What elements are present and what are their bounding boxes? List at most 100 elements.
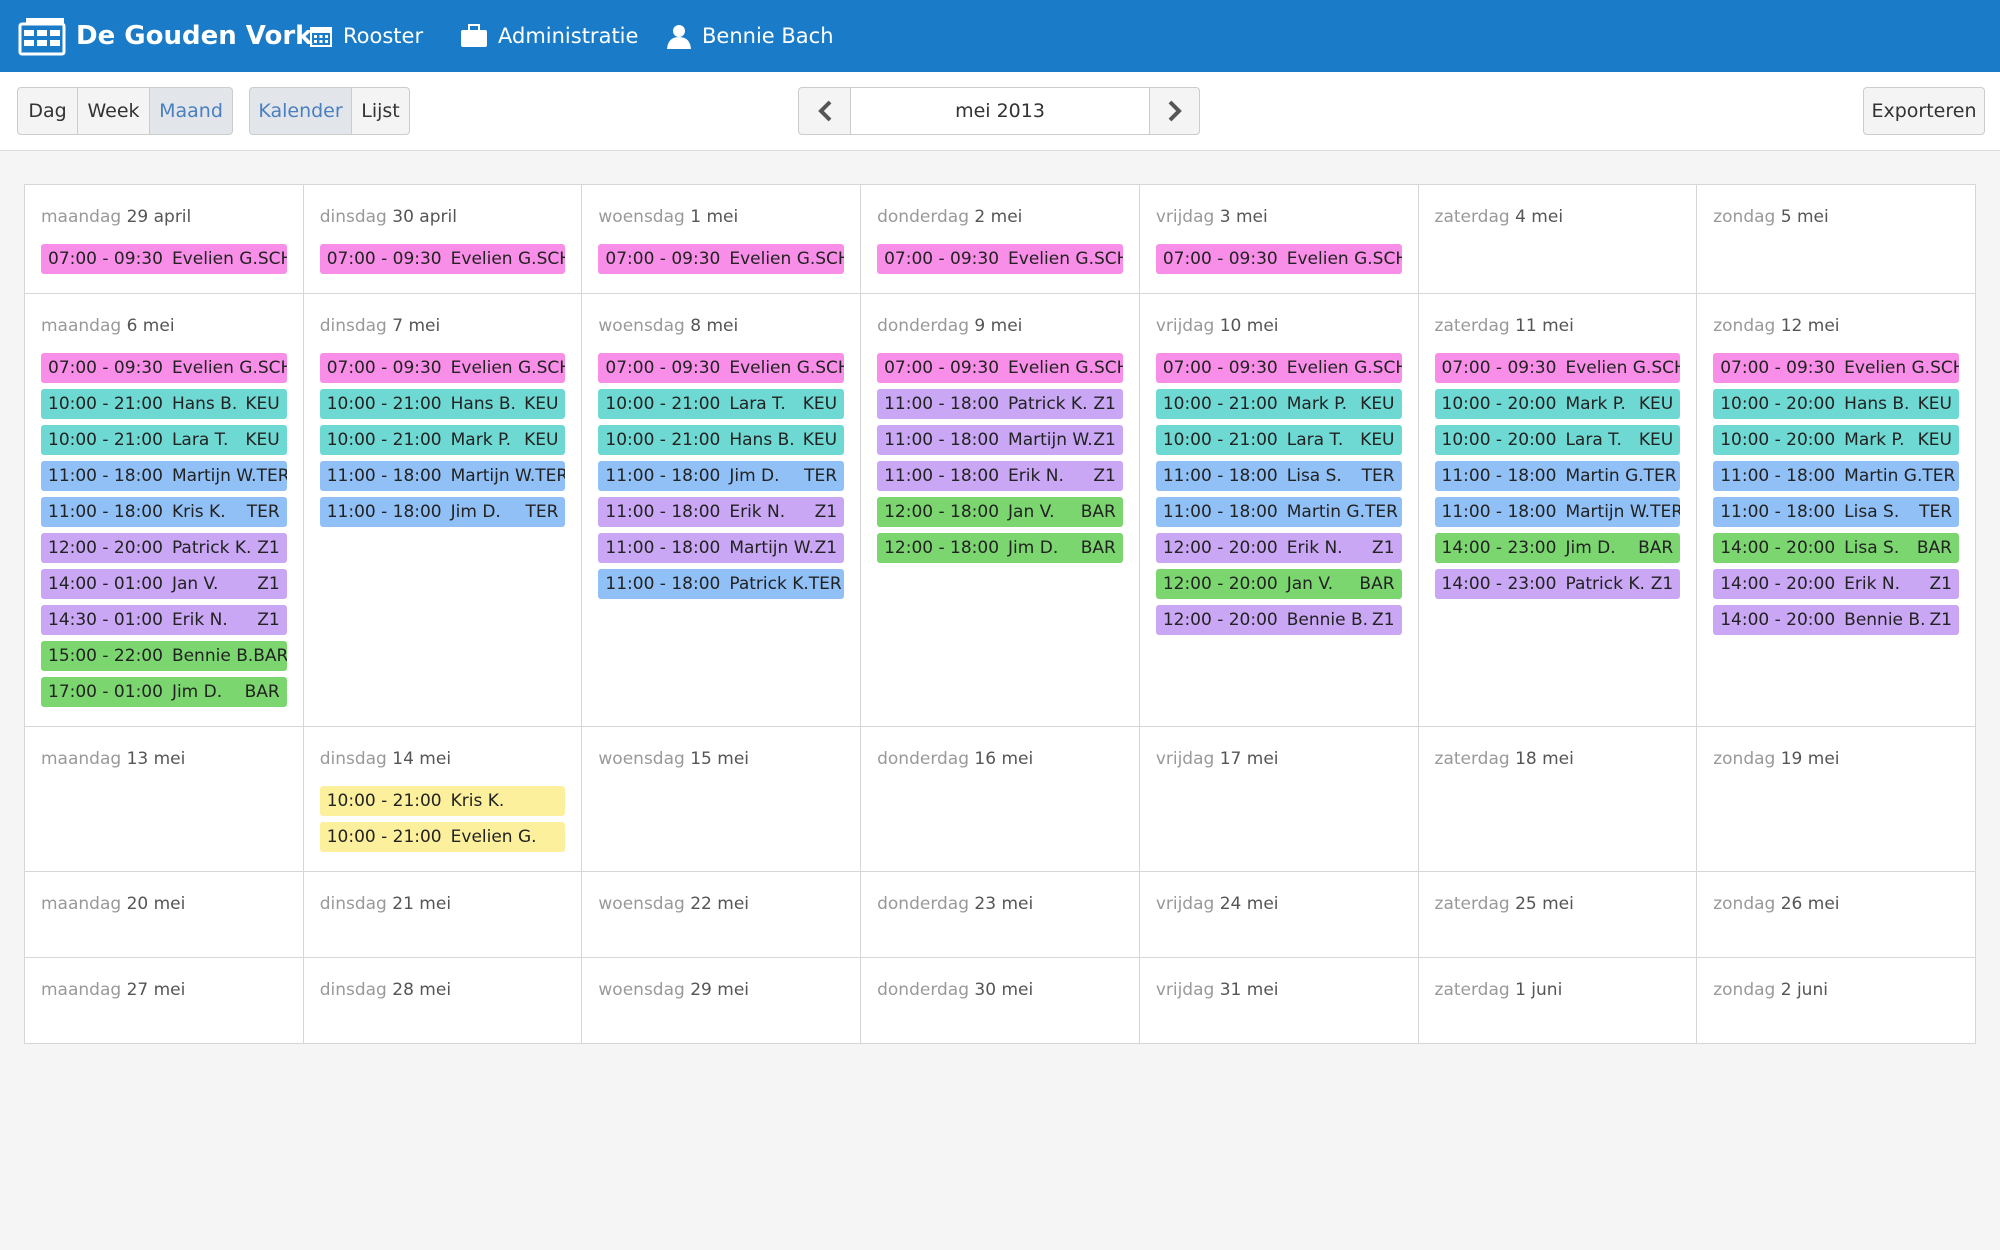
shift[interactable]: 10:00 - 21:00 Mark P. KEU — [319, 425, 566, 455]
shift[interactable]: 11:00 - 18:00 Martijn W. TER — [319, 461, 566, 491]
shift[interactable]: 10:00 - 21:00 Hans B. KEU — [41, 389, 287, 419]
shift[interactable]: 07:00 - 09:30 Evelien G.SCH — [598, 244, 845, 274]
shift[interactable]: 14:00 - 23:00 Jim D. BAR — [1434, 533, 1681, 563]
shift[interactable]: 11:00 - 18:00 Martijn W. TER — [1434, 497, 1681, 527]
date: 3 mei — [1219, 207, 1268, 227]
shift[interactable]: 07:00 - 09:30 Evelien G.SCH — [319, 353, 566, 383]
shift[interactable]: 11:00 - 18:00 Martin G. TER — [1434, 461, 1681, 491]
shift[interactable]: 10:00 - 20:00 Mark P. KEU — [1713, 425, 1959, 455]
shift[interactable]: 07:00 - 09:30 Evelien G.SCH — [877, 244, 1123, 274]
shift[interactable]: 15:00 - 22:00 Bennie B. BAR — [41, 641, 287, 671]
date: 17 mei — [1219, 749, 1279, 769]
shift[interactable]: 10:00 - 21:00 Kris K. — [319, 786, 566, 816]
shift-name: Kris K. — [171, 502, 226, 522]
day-cell: zondag 26 mei — [1696, 871, 1976, 958]
day-cell: woensdag 8 mei 07:00 - 09:30 Evelien G.SCH… — [581, 293, 862, 727]
shift[interactable]: 11:00 - 18:00 Erik N. Z1 — [598, 497, 845, 527]
shift[interactable]: 12:00 - 18:00 Jan V. BAR — [877, 497, 1123, 527]
shift[interactable]: 12:00 - 20:00 Jan V. BAR — [1155, 569, 1402, 599]
shift[interactable]: 07:00 - 09:30 Evelien G.SCH — [319, 244, 566, 274]
nav-link[interactable]: Bennie Bach — [666, 0, 834, 72]
weekday: woensdag — [598, 316, 685, 336]
shift[interactable]: 10:00 - 21:00 Mark P. KEU — [1155, 389, 1402, 419]
shift[interactable]: 10:00 - 20:00 Hans B. KEU — [1713, 389, 1959, 419]
view-button[interactable]: Maand — [149, 87, 233, 135]
shift[interactable]: 11:00 - 18:00 Erik N. Z1 — [877, 461, 1123, 491]
shift[interactable]: 11:00 - 18:00 Patrick K. Z1 — [877, 389, 1123, 419]
shift-code: KEU — [1638, 394, 1674, 414]
shift-name: Bennie B. — [1286, 610, 1369, 630]
shift[interactable]: 07:00 - 09:30 Evelien G.SCH — [1155, 244, 1402, 274]
shift[interactable]: 11:00 - 18:00 Lisa S. TER — [1155, 461, 1402, 491]
shift[interactable]: 10:00 - 21:00 Lara T. KEU — [1155, 425, 1402, 455]
shift[interactable]: 11:00 - 18:00 Patrick K. TER — [598, 569, 845, 599]
shift-time: 11:00 - 18:00 — [884, 394, 1000, 414]
shift[interactable]: 12:00 - 20:00 Erik N. Z1 — [1155, 533, 1402, 563]
shift[interactable]: 11:00 - 18:00 Martijn W. TER — [41, 461, 287, 491]
view-button[interactable]: Dag — [17, 87, 78, 135]
shift[interactable]: 11:00 - 18:00 Martijn W. Z1 — [598, 533, 845, 563]
shift[interactable]: 07:00 - 09:30 Evelien G.SCH — [877, 353, 1123, 383]
period-label: mei 2013 — [850, 87, 1150, 135]
shift[interactable]: 14:00 - 01:00 Jan V. Z1 — [41, 569, 287, 599]
day-header: zaterdag 25 mei — [1435, 872, 1681, 916]
shift[interactable]: 14:00 - 20:00 Bennie B. Z1 — [1713, 605, 1959, 635]
shift-code: SCH — [815, 249, 844, 269]
shift[interactable]: 11:00 - 18:00 Lisa S. TER — [1713, 497, 1959, 527]
next-button[interactable] — [1149, 87, 1200, 135]
shift[interactable]: 10:00 - 20:00 Mark P. KEU — [1434, 389, 1681, 419]
shift[interactable]: 10:00 - 21:00 Hans B. KEU — [319, 389, 566, 419]
shift-name: Patrick K. — [729, 574, 809, 594]
shift[interactable]: 11:00 - 18:00 Jim D. TER — [598, 461, 845, 491]
shift[interactable]: 11:00 - 18:00 Kris K. TER — [41, 497, 287, 527]
shift-time: 12:00 - 18:00 — [884, 538, 1000, 558]
brand-text: De Gouden Vork — [76, 21, 313, 51]
shift[interactable]: 12:00 - 18:00 Jim D. BAR — [877, 533, 1123, 563]
shift[interactable]: 07:00 - 09:30 Evelien G.SCH — [1713, 353, 1959, 383]
shift-time: 11:00 - 18:00 — [884, 430, 1000, 450]
shift[interactable]: 17:00 - 01:00 Jim D. BAR — [41, 677, 287, 707]
weekday: zondag — [1713, 316, 1776, 336]
shift-name: Martijn W. — [171, 466, 257, 486]
shift[interactable]: 07:00 - 09:30 Evelien G.SCH — [1155, 353, 1402, 383]
shift[interactable]: 14:00 - 20:00 Erik N. Z1 — [1713, 569, 1959, 599]
shift[interactable]: 14:00 - 20:00 Lisa S. BAR — [1713, 533, 1959, 563]
day-header: zondag 2 juni — [1713, 958, 1959, 1002]
day-header: maandag 20 mei — [41, 872, 287, 916]
nav-link[interactable]: Rooster — [309, 0, 423, 72]
weekday: woensdag — [598, 207, 685, 227]
shift[interactable]: 10:00 - 21:00 Hans B. KEU — [598, 425, 845, 455]
shift[interactable]: 07:00 - 09:30 Evelien G.SCH — [1434, 353, 1681, 383]
brand[interactable]: De Gouden Vork — [18, 0, 312, 72]
shift[interactable]: 10:00 - 21:00 Lara T. KEU — [598, 389, 845, 419]
shift-name: Lisa S. — [1844, 502, 1900, 522]
shift[interactable]: 11:00 - 18:00 Martijn W. Z1 — [877, 425, 1123, 455]
shift[interactable]: 12:00 - 20:00 Bennie B. Z1 — [1155, 605, 1402, 635]
nav-link[interactable]: Administratie — [460, 0, 638, 72]
shift[interactable]: 14:00 - 23:00 Patrick K. Z1 — [1434, 569, 1681, 599]
mode-button[interactable]: Kalender — [249, 87, 352, 135]
view-button[interactable]: Week — [77, 87, 150, 135]
shift[interactable]: 10:00 - 21:00 Lara T. KEU — [41, 425, 287, 455]
shift[interactable]: 11:00 - 18:00 Martin G. TER — [1155, 497, 1402, 527]
shift[interactable]: 11:00 - 18:00 Martin G. TER — [1713, 461, 1959, 491]
date: 29 april — [126, 207, 192, 227]
shift[interactable]: 11:00 - 18:00 Jim D. TER — [319, 497, 566, 527]
shift-code: SCH — [1093, 249, 1123, 269]
shift-name: Lara T. — [171, 430, 229, 450]
shift[interactable]: 10:00 - 21:00 Evelien G. — [319, 822, 566, 852]
mode-button[interactable]: Lijst — [351, 87, 410, 135]
shift[interactable]: 07:00 - 09:30 Evelien G.SCH — [598, 353, 845, 383]
shift[interactable]: 07:00 - 09:30 Evelien G.SCH — [41, 353, 287, 383]
weekday: woensdag — [598, 894, 685, 914]
export-button[interactable]: Exporteren — [1863, 87, 1985, 135]
shift[interactable]: 14:30 - 01:00 Erik N. Z1 — [41, 605, 287, 635]
prev-button[interactable] — [798, 87, 851, 135]
shift[interactable]: 10:00 - 20:00 Lara T. KEU — [1434, 425, 1681, 455]
day-content: dinsdag 14 mei 10:00 - 21:00 Kris K. 10:00 … — [304, 727, 582, 852]
shift-time: 11:00 - 18:00 — [1441, 502, 1557, 522]
shift[interactable]: 07:00 - 09:30 Evelien G.SCH — [41, 244, 287, 274]
shift[interactable]: 12:00 - 20:00 Patrick K. Z1 — [41, 533, 287, 563]
day-header: donderdag 2 mei — [877, 185, 1123, 229]
